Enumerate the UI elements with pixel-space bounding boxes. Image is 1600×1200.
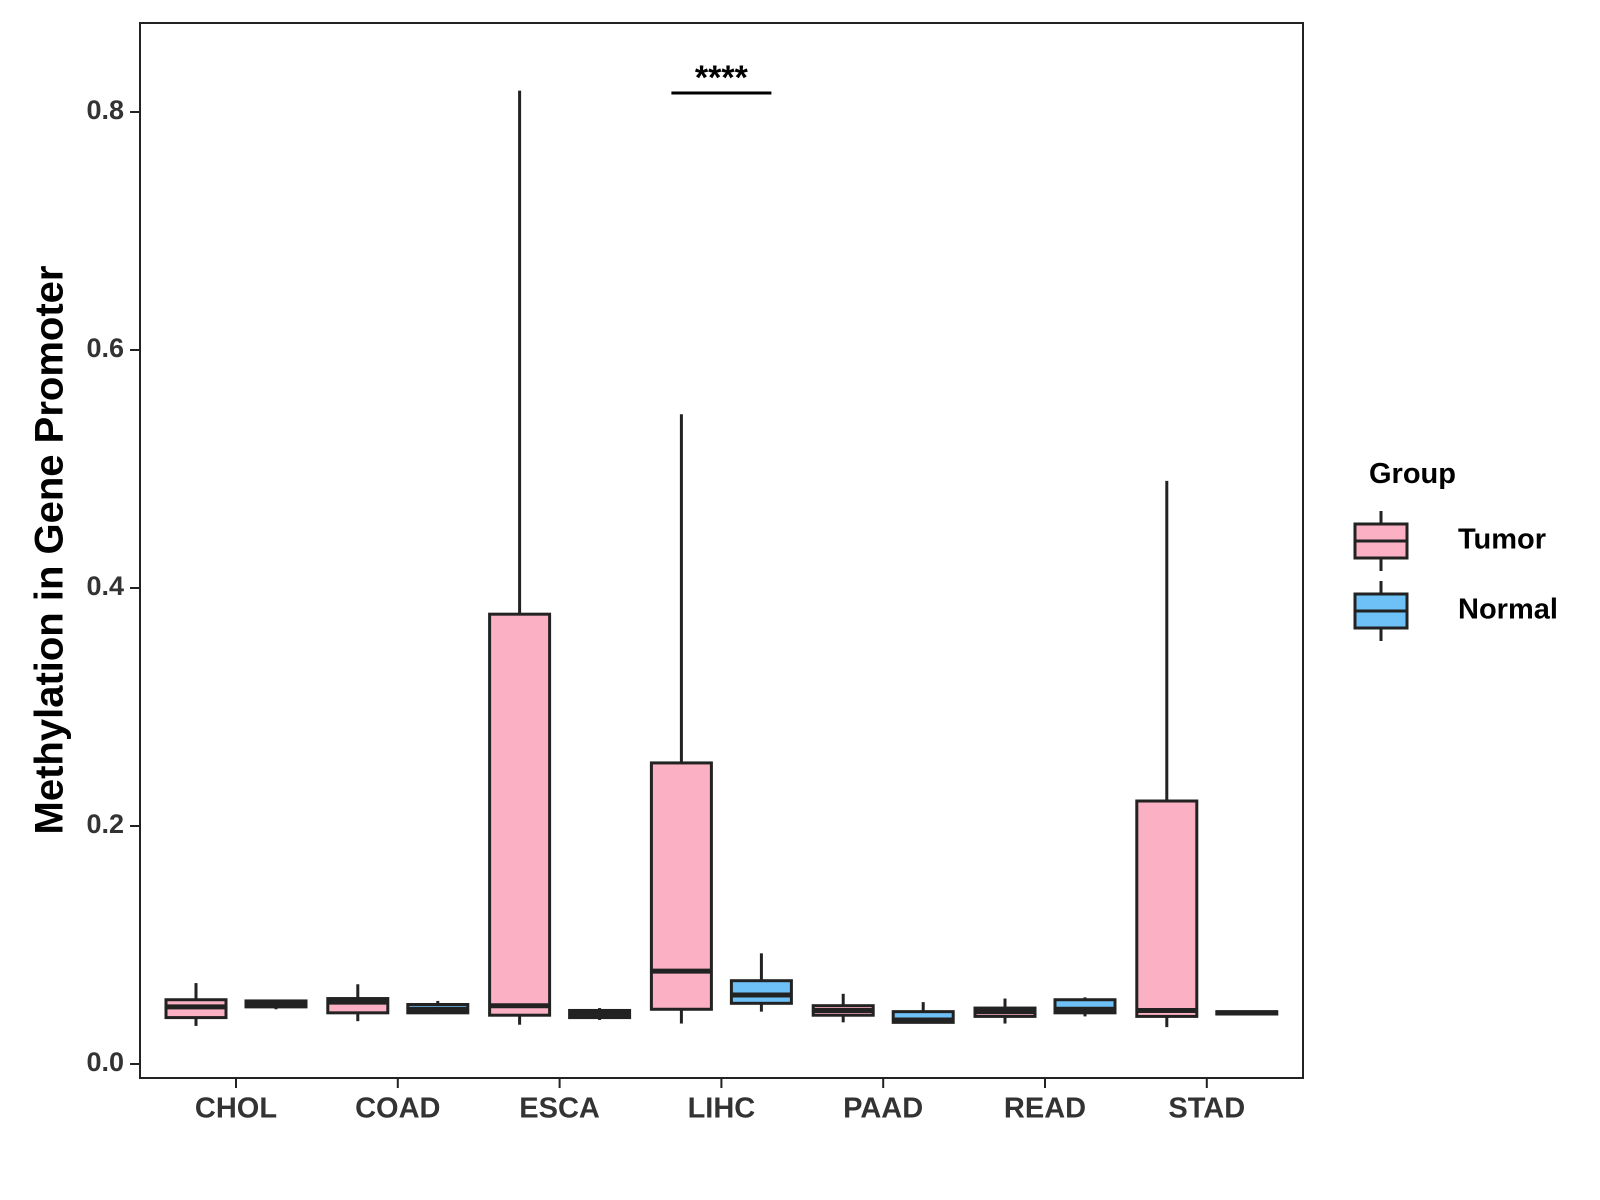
plot-panel bbox=[139, 22, 1304, 1079]
x-tick-label: PAAD bbox=[843, 1093, 923, 1125]
y-tick-label: 0.4 bbox=[86, 571, 124, 601]
box-body bbox=[1135, 799, 1199, 1018]
normal-box-read bbox=[1053, 997, 1117, 1017]
y-tick-label: 0.6 bbox=[86, 333, 124, 363]
normal-box-chol bbox=[244, 999, 308, 1010]
tumor-box-paad bbox=[811, 993, 875, 1023]
legend-entry-normal: Normal bbox=[1353, 581, 1558, 641]
y-tick-label: 0.8 bbox=[86, 95, 124, 125]
legend: Group Tumor Normal bbox=[1353, 458, 1558, 641]
box-group bbox=[164, 90, 1279, 1028]
tumor-box-read bbox=[973, 998, 1037, 1024]
tumor-box-chol bbox=[164, 983, 228, 1026]
legend-label: Normal bbox=[1458, 594, 1558, 626]
box-body bbox=[488, 612, 552, 1017]
normal-box-stad bbox=[1215, 1010, 1279, 1016]
x-tick-label: ESCA bbox=[519, 1093, 600, 1125]
tumor-box-coad bbox=[326, 984, 390, 1022]
x-tick-label: STAD bbox=[1168, 1093, 1245, 1125]
y-tick-label: 0.2 bbox=[86, 809, 124, 839]
legend-label: Tumor bbox=[1458, 524, 1546, 556]
y-tick-label: 0.0 bbox=[86, 1047, 124, 1077]
tumor-box-stad bbox=[1135, 480, 1199, 1028]
normal-box-lihc bbox=[729, 953, 793, 1012]
x-tick-label: COAD bbox=[355, 1093, 440, 1125]
tumor-box-lihc bbox=[649, 414, 713, 1024]
normal-box-paad bbox=[891, 1002, 955, 1024]
legend-title: Group bbox=[1369, 458, 1456, 490]
y-axis: 0.0 0.2 0.4 0.6 0.8 bbox=[86, 95, 140, 1077]
y-axis-title: Methylation in Gene Promoter bbox=[28, 266, 72, 835]
annotation-group: **** bbox=[671, 59, 772, 97]
x-tick-label: CHOL bbox=[195, 1093, 277, 1125]
normal-box-coad bbox=[406, 1000, 470, 1015]
box-body bbox=[729, 979, 793, 1005]
x-tick-label: LIHC bbox=[688, 1093, 756, 1125]
legend-entry-tumor: Tumor bbox=[1353, 511, 1546, 571]
x-tick-label: READ bbox=[1004, 1093, 1086, 1125]
significance-label: **** bbox=[695, 59, 749, 97]
normal-box-esca bbox=[568, 1008, 632, 1020]
box-body bbox=[649, 761, 713, 1011]
tumor-box-esca bbox=[488, 90, 552, 1025]
x-axis: CHOL COAD ESCA LIHC PAAD READ STAD bbox=[195, 1078, 1245, 1125]
